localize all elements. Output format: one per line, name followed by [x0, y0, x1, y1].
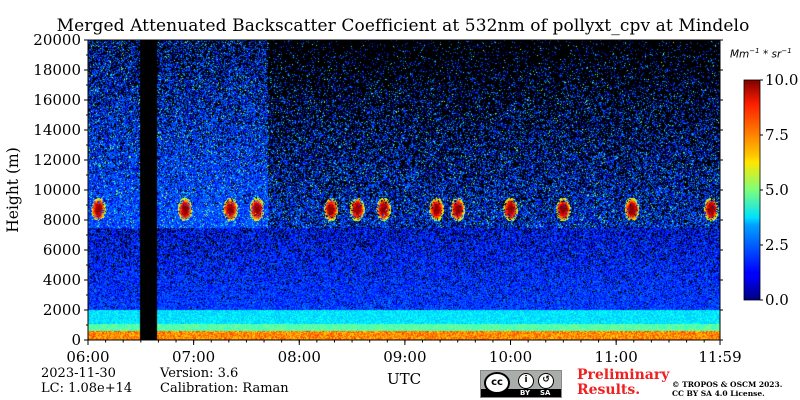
cc-license-badge: cc i ↺ BY SA — [480, 370, 562, 398]
share-alike-icon: ↺ — [538, 373, 554, 389]
y-tick-label: 16000 — [33, 91, 81, 109]
heatmap-area — [88, 40, 720, 340]
y-tick-label: 8000 — [43, 211, 81, 229]
x-tick-label: 11:59 — [698, 348, 741, 366]
y-tick-label: 0 — [71, 331, 81, 349]
version-label: Version: 3.6 — [160, 366, 239, 381]
x-axis-label: UTC — [387, 370, 421, 388]
preliminary-note: Preliminary Results. — [577, 368, 669, 398]
x-tick-label: 11:00 — [595, 348, 638, 366]
colorbar-unit: Mm−1 * sr−1 — [730, 47, 792, 61]
y-tick-label: 20000 — [33, 31, 81, 49]
y-tick-label: 10000 — [33, 181, 81, 199]
colorbar-tick-label: 7.5 — [765, 126, 789, 144]
y-tick-label: 2000 — [43, 301, 81, 319]
y-tick-label: 18000 — [33, 61, 81, 79]
x-tick-label: 07:00 — [172, 348, 215, 366]
copyright-line-1: © TROPOS & OSCM 2023. — [672, 380, 783, 389]
lidar-constant-label: LC: 1.08e+14 — [41, 381, 133, 396]
sa-label: SA — [540, 389, 551, 397]
date-label: 2023-11-30 — [41, 366, 116, 381]
y-tick-label: 12000 — [33, 151, 81, 169]
preliminary-line-2: Results. — [577, 382, 641, 398]
by-label: BY — [520, 389, 531, 397]
copyright-line-2: CC BY SA 4.0 License. — [672, 389, 765, 398]
x-tick-label: 06:00 — [66, 348, 109, 366]
axes-group: 0 2000 4000 6000 8000 10000 12000 14000 16000 180… — [4, 31, 742, 388]
cc-icon: cc — [484, 372, 510, 394]
colorbar-tick-label: 10.0 — [765, 71, 798, 89]
y-tick-label: 14000 — [33, 121, 81, 139]
copyright-note: © TROPOS & OSCM 2023. CC BY SA 4.0 Licen… — [672, 380, 782, 398]
attribution-icon: i — [518, 373, 534, 389]
x-tick-label: 09:00 — [383, 348, 426, 366]
heatmap-image — [88, 40, 720, 340]
preliminary-line-1: Preliminary — [577, 367, 670, 383]
calibration-label: Calibration: Raman — [160, 381, 289, 396]
colorbar-gradient — [743, 79, 761, 301]
colorbar-tick-label: 5.0 — [765, 181, 789, 199]
y-tick-label: 6000 — [43, 241, 81, 259]
colorbar-tick-label: 2.5 — [765, 236, 789, 254]
colorbar-tick-label: 0.0 — [765, 291, 789, 309]
colorbar: 0.0 2.5 5.0 7.5 10.0 — [743, 71, 798, 309]
x-tick-label: 08:00 — [278, 348, 321, 366]
x-tick-label: 10:00 — [489, 348, 532, 366]
y-tick-label: 4000 — [43, 271, 81, 289]
y-axis-label: Height (m) — [4, 147, 22, 233]
chart-title: Merged Attenuated Backscatter Coefficien… — [56, 16, 750, 36]
